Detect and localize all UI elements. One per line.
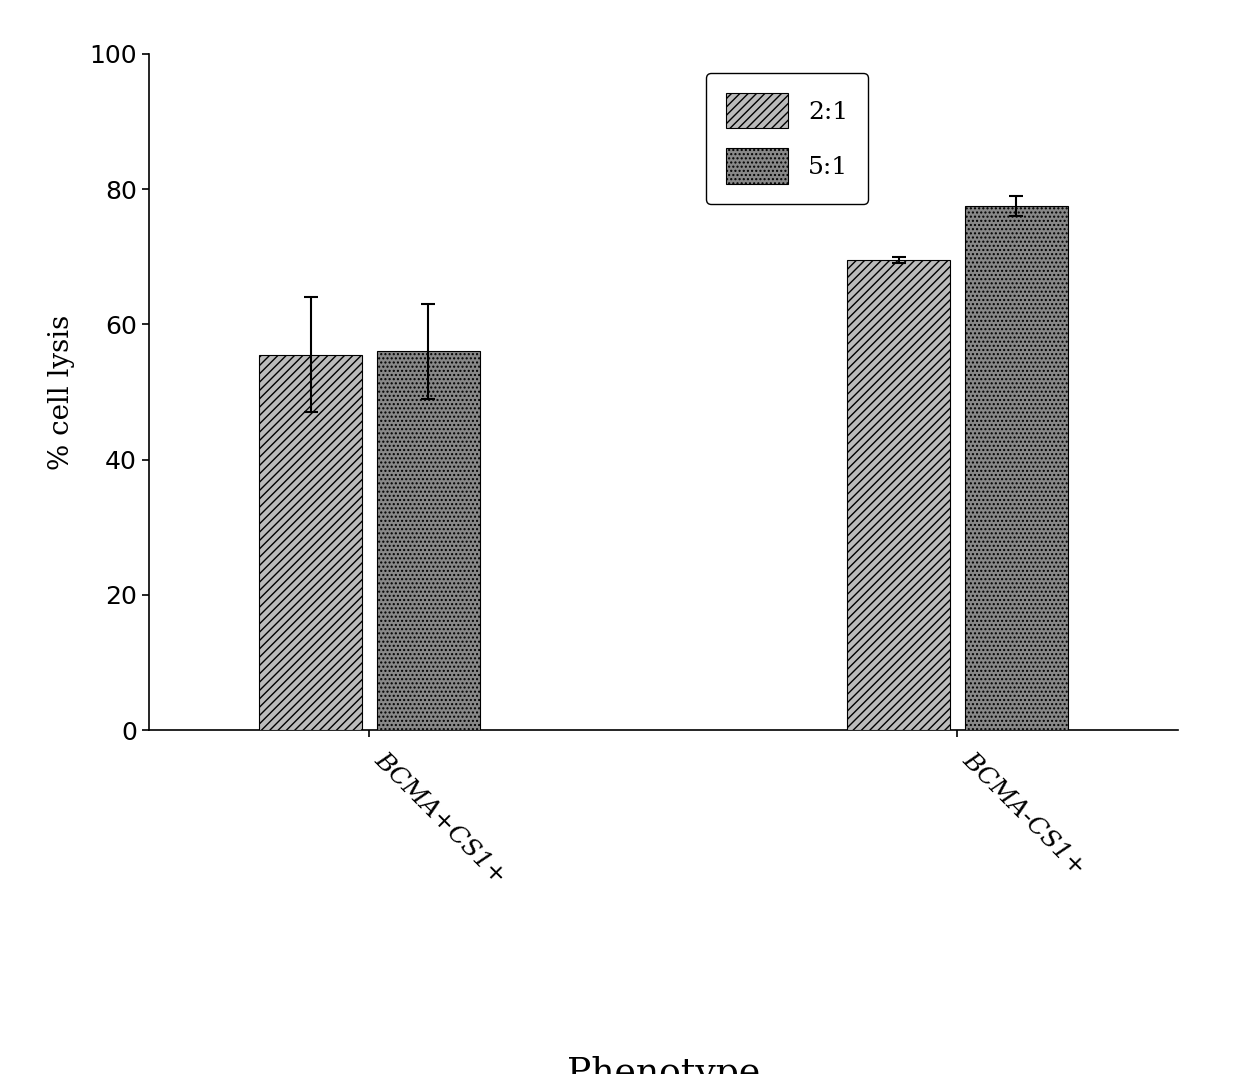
Bar [377,351,480,730]
Bar [847,260,950,730]
Bar [259,354,362,730]
X-axis label: Phenotype: Phenotype [567,1056,760,1074]
Bar [965,206,1068,730]
Y-axis label: % cell lysis: % cell lysis [48,315,76,469]
Legend: 2:1, 5:1: 2:1, 5:1 [706,73,868,204]
